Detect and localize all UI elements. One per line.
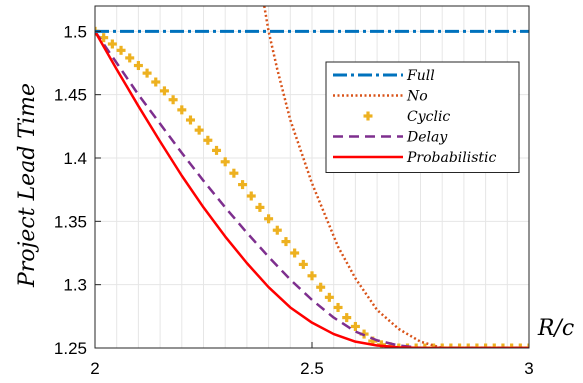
legend-label-cyclic: Cyclic [407, 109, 450, 125]
grid-lines [95, 6, 529, 349]
series-cyclic-point [316, 282, 326, 292]
series-cyclic-point [168, 95, 178, 105]
series-cyclic-point [142, 68, 152, 78]
series-cyclic-point [264, 214, 274, 224]
x-tick-label: 2.5 [300, 359, 324, 378]
series-cyclic-point [116, 45, 126, 55]
series-cyclic-point [411, 343, 421, 348]
series-cyclic-point [246, 191, 256, 201]
series-cyclic-point [402, 343, 412, 348]
series-cyclic-point [220, 157, 230, 167]
series-cyclic-point [159, 86, 169, 96]
series-cyclic-point [420, 343, 430, 348]
series-cyclic-point [185, 115, 195, 125]
series-cyclic-point [290, 248, 300, 258]
series-cyclic-point [307, 271, 317, 281]
series-cyclic-point [272, 225, 282, 235]
series-cyclic-point [125, 53, 135, 63]
series-cyclic-point [429, 343, 439, 348]
legend-label-full: Full [406, 68, 435, 84]
series-cyclic-point [151, 77, 161, 87]
series-cyclic-point [489, 343, 499, 348]
series-cyclic-point [281, 237, 291, 247]
legend-label-delay: Delay [406, 130, 448, 146]
y-tick-label: 1.35 [54, 212, 87, 231]
y-axis-label: Project Lead Time [15, 83, 40, 288]
x-tick-label: 2 [90, 359, 99, 378]
series-cyclic-point [229, 168, 239, 178]
series-cyclic-point [515, 343, 525, 348]
series-cyclic-point [342, 313, 352, 323]
series-cyclic-point [446, 343, 456, 348]
series-cyclic-point [238, 180, 248, 190]
series-cyclic-point [212, 145, 222, 155]
x-tick-label: 3 [524, 359, 533, 378]
series-cyclic-point [333, 302, 343, 312]
series-cyclic-point [498, 343, 508, 348]
y-tick-label: 1.4 [63, 149, 87, 168]
series-delay-line [95, 30, 529, 348]
series-cyclic-point [255, 202, 265, 212]
series-cyclic-point [133, 61, 143, 71]
series-cyclic-point [481, 343, 491, 348]
series-cyclic-point [455, 343, 465, 348]
y-tick-label: 1.5 [63, 22, 87, 41]
y-tick-label: 1.3 [63, 276, 87, 295]
series-cyclic-point [463, 343, 473, 348]
series-cyclic-point [350, 321, 360, 331]
axes [94, 5, 530, 349]
legend: Full No Cyclic Delay Probabilistic [325, 61, 520, 173]
series-cyclic-markers [95, 26, 529, 348]
legend-label-no: No [406, 89, 428, 105]
y-tick-label: 1.45 [54, 86, 87, 105]
series-cyclic-point [472, 343, 482, 348]
legend-box [325, 61, 520, 173]
series-cyclic-point [203, 135, 213, 145]
series-cyclic-point [194, 125, 204, 135]
series-no-line [263, 6, 529, 348]
series-cyclic-point [394, 343, 404, 348]
legend-swatch-cyclic [363, 111, 373, 121]
series-cyclic-point [107, 39, 117, 49]
series-cyclic-point [437, 343, 447, 348]
legend-label-probabilistic: Probabilistic [406, 150, 497, 166]
series-cyclic-point [324, 292, 334, 302]
series-cyclic-point [298, 259, 308, 269]
series-cyclic-point [507, 343, 517, 348]
x-axis-label: R/c [537, 316, 574, 341]
plot-area [95, 6, 529, 348]
y-tick-label: 1.25 [54, 339, 87, 358]
series-cyclic-point [177, 105, 187, 115]
tick-labels: 2 2.5 3 1.25 1.3 1.35 1.4 1.45 1.5 [54, 22, 534, 378]
series-probabilistic-line [95, 30, 529, 348]
